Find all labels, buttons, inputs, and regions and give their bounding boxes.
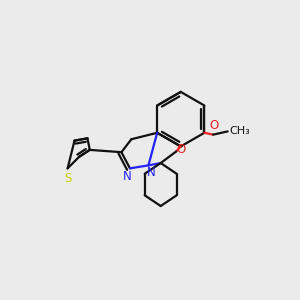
Text: CH₃: CH₃ <box>230 126 250 136</box>
Text: O: O <box>176 143 185 156</box>
Text: S: S <box>64 172 71 185</box>
Text: N: N <box>147 166 156 179</box>
Text: O: O <box>209 118 218 132</box>
Text: N: N <box>123 169 132 182</box>
